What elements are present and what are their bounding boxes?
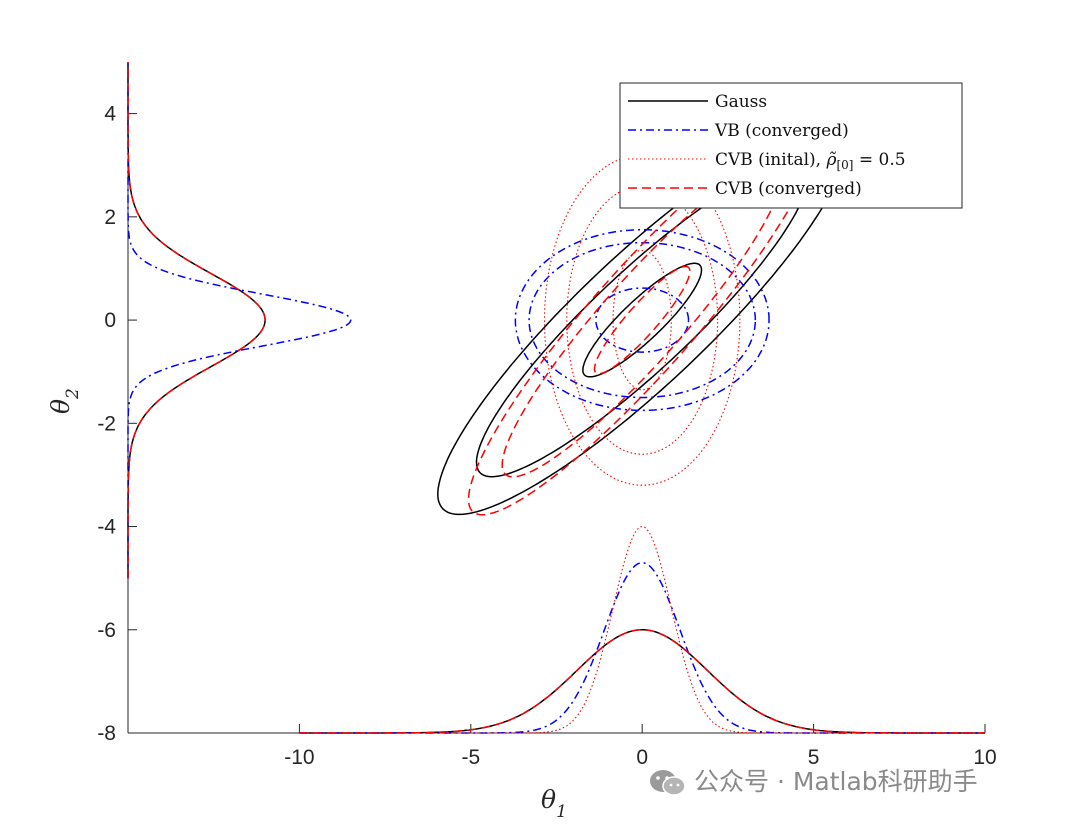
y-axis-label-group: θ2 [46, 388, 83, 414]
marginal-x-cvb-converged [299, 629, 985, 734]
x-tick-label: -5 [461, 746, 480, 769]
y-tick-label: -2 [97, 412, 116, 435]
x-tick-label: 5 [808, 746, 820, 769]
axes: -10 -5 0 5 10 4 2 0 -2 -4 -6 -8 [97, 62, 997, 769]
legend-label: CVB (inital), ρ̃[0] = 0.5 [715, 150, 906, 172]
y-tick-label: 4 [104, 103, 116, 126]
legend-label: Gauss [715, 92, 767, 112]
contour-cvb-converged-2 [501, 162, 783, 478]
x-tick-label: 0 [636, 746, 648, 769]
contour-cvb-converged-1 [593, 265, 691, 375]
contour-vb-converged-1 [595, 287, 690, 353]
x-tick-label: -10 [284, 746, 314, 769]
marginal-y-gauss [127, 62, 266, 579]
y-tick-label: -8 [97, 722, 116, 745]
contour-vb-converged-3 [514, 229, 770, 412]
watermark: 公众号 · Matlab科研助手 [648, 762, 978, 798]
x-tick-label: 10 [973, 746, 996, 769]
legend-box [619, 82, 963, 209]
contour-cvb-inital-3 [543, 154, 741, 486]
x-axis-label: θ1 [541, 785, 567, 822]
watermark-text: 公众号 · Matlab科研助手 [694, 767, 978, 796]
y-tick-label: 2 [104, 206, 116, 229]
contour-gauss-2 [475, 162, 809, 478]
marginal-y-cvb-converged [127, 62, 266, 579]
wechat-icon [648, 768, 688, 798]
legend-label: VB (converged) [714, 121, 849, 141]
y-tick-label: -4 [97, 516, 116, 539]
y-tick-label: -6 [97, 619, 116, 642]
y-tick-label: 0 [104, 309, 116, 332]
marginal-y-vb-converged [127, 62, 352, 579]
contour-vb-converged-2 [528, 241, 757, 399]
contour-gauss-1 [582, 262, 703, 378]
legend: Gauss VB (converged) CVB (inital), ρ̃[0] =… [619, 82, 963, 209]
marginal-x-vb-converged [299, 561, 985, 734]
marginal-x-gauss [299, 629, 985, 734]
legend-label: CVB (converged) [715, 179, 862, 199]
y-axis-label: θ2 [46, 388, 83, 414]
